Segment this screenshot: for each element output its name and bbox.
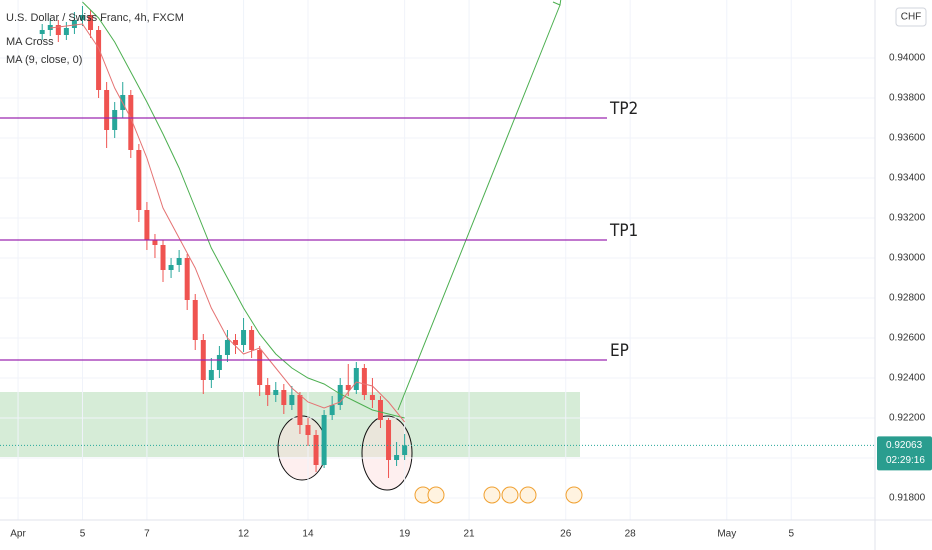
candle-body <box>265 385 271 395</box>
highlight-circle <box>277 415 327 481</box>
candle-body <box>184 258 190 300</box>
y-tick-label: 0.94000 <box>889 53 926 64</box>
candle-body <box>241 330 247 345</box>
candle-body <box>394 455 400 460</box>
y-tick-label: 0.92600 <box>889 333 926 344</box>
y-tick-label: 0.93000 <box>889 253 926 264</box>
legend-entry: MA Cross <box>6 36 54 48</box>
candle-body <box>305 425 311 435</box>
candle-body <box>112 110 118 130</box>
y-tick-label: 0.93400 <box>889 173 926 184</box>
legend-entry: MA (9, close, 0) <box>6 54 82 66</box>
candle-body <box>369 395 375 400</box>
event-icons <box>414 486 583 504</box>
x-tick-label: 14 <box>302 529 314 540</box>
candle-body <box>55 25 61 35</box>
candle-body <box>257 350 263 385</box>
y-tick-label: 0.93800 <box>889 93 926 104</box>
currency-label[interactable]: CHF <box>901 12 922 23</box>
candle-body <box>176 258 182 265</box>
candle-body <box>96 30 102 90</box>
candle-body <box>345 385 351 390</box>
candle-body <box>313 435 319 465</box>
candle-body <box>224 340 230 355</box>
last-price-box <box>877 436 932 471</box>
x-tick-label: 5 <box>80 529 86 540</box>
event-icon <box>519 486 537 504</box>
candle-body <box>377 400 383 420</box>
candle-body <box>273 390 279 395</box>
candle-body <box>63 28 69 35</box>
y-tick-label: 0.92800 <box>889 293 926 304</box>
level-label: TP1 <box>609 221 638 241</box>
x-tick-label: 19 <box>399 529 411 540</box>
candle-body <box>281 390 287 405</box>
x-tick-label: 7 <box>144 529 150 540</box>
level-label: TP2 <box>609 99 638 119</box>
candle-body <box>337 385 343 405</box>
candle-body <box>361 368 367 395</box>
candle-body <box>39 30 45 34</box>
y-tick-label: 0.91800 <box>889 493 926 504</box>
candle-body <box>104 90 110 130</box>
arrow-head <box>552 0 562 6</box>
candle-body <box>297 395 303 425</box>
ma-line <box>50 23 406 423</box>
projection-arrow <box>397 4 561 411</box>
candle-body <box>353 368 359 390</box>
candle-body <box>321 415 327 465</box>
x-tick-label: May <box>717 529 736 540</box>
candle-body <box>152 240 158 245</box>
x-tick-label: 26 <box>560 529 572 540</box>
candle-body <box>79 15 85 20</box>
candle-body <box>249 330 255 350</box>
x-tick-label: 12 <box>238 529 250 540</box>
event-icon <box>501 486 519 504</box>
candle-body <box>128 95 134 150</box>
last-price-label: 0.92063 <box>886 440 923 451</box>
level-label: EP <box>610 341 629 361</box>
candle-body <box>216 355 222 370</box>
y-tick-label: 0.93600 <box>889 133 926 144</box>
candle-body <box>168 265 174 270</box>
ma-line <box>82 1 405 419</box>
chart-title: U.S. Dollar / Swiss Franc, 4h, FXCM <box>6 12 184 24</box>
event-icon <box>427 486 445 504</box>
candle-body <box>208 370 214 380</box>
x-tick-label: 21 <box>464 529 476 540</box>
candle-body <box>289 395 295 405</box>
candle-body <box>402 445 408 455</box>
x-tick-label: Apr <box>10 529 26 540</box>
event-icon <box>483 486 501 504</box>
y-tick-label: 0.93200 <box>889 213 926 224</box>
candle-body <box>329 405 335 415</box>
x-tick-label: 5 <box>788 529 794 540</box>
y-tick-label: 0.92200 <box>889 413 926 424</box>
x-tick-label: 28 <box>625 529 637 540</box>
candle-body <box>233 340 239 345</box>
currency-button[interactable] <box>895 7 927 27</box>
countdown-label: 02:29:16 <box>886 455 925 466</box>
candle-body <box>386 420 392 460</box>
candle-body <box>192 300 198 340</box>
candle-body <box>88 15 94 30</box>
event-icon <box>565 486 583 504</box>
y-tick-label: 0.92400 <box>889 373 926 384</box>
candle-body <box>71 20 77 28</box>
candle-body <box>136 150 142 210</box>
candle-body <box>160 245 166 270</box>
candle-body <box>144 210 150 240</box>
